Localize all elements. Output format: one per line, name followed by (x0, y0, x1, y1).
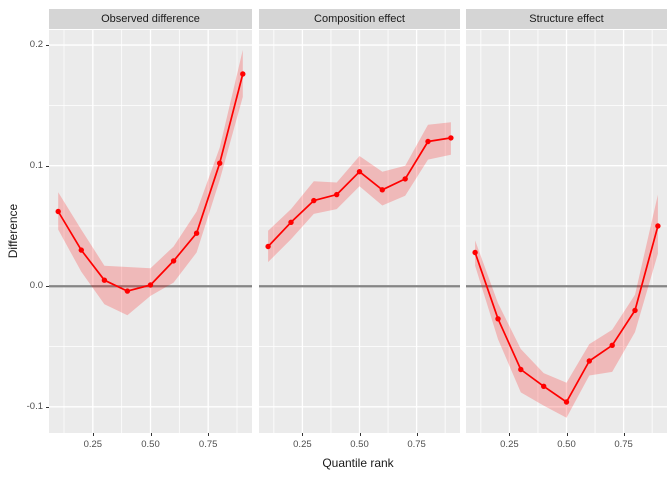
data-point (472, 249, 478, 256)
data-point (448, 135, 454, 141)
confidence-ribbon (58, 49, 243, 316)
data-point (563, 399, 570, 405)
x-tick-label: 0.75 (198, 439, 218, 450)
data-point (147, 282, 154, 288)
y-tick-label: 0.1 (29, 159, 43, 171)
x-tick-label: 0.50 (557, 439, 576, 450)
y-tick-mark (46, 286, 49, 288)
data-point (356, 169, 363, 175)
y-tick-mark (46, 165, 49, 167)
facet-strip: Composition effect (259, 9, 460, 29)
x-tick-label: 0.75 (614, 439, 633, 450)
x-tick-mark (416, 433, 418, 436)
x-tick-mark (92, 433, 94, 436)
x-tick-mark (566, 433, 568, 436)
data-point (78, 247, 84, 253)
x-tick-mark (359, 433, 361, 436)
y-tick-label: -0.1 (26, 400, 43, 412)
data-point (632, 307, 638, 314)
data-point (193, 230, 200, 236)
data-point (425, 138, 431, 145)
data-point (240, 71, 246, 77)
data-point (124, 288, 131, 294)
x-axis-title: Quantile rank (322, 456, 394, 470)
y-tick-mark (46, 406, 49, 408)
data-point (655, 223, 661, 229)
data-point (495, 316, 501, 322)
data-point (334, 191, 340, 198)
data-point (217, 160, 223, 166)
facet-panel (49, 30, 252, 433)
y-tick-mark (46, 45, 49, 47)
x-tick-label: 0.50 (141, 439, 160, 450)
data-point (265, 243, 271, 250)
facet-panel (466, 30, 667, 433)
x-tick-mark (509, 433, 511, 436)
confidence-ribbon (475, 194, 658, 418)
data-point (402, 176, 408, 182)
x-tick-label: 0.25 (500, 439, 519, 450)
x-tick-mark (623, 433, 625, 436)
data-point (170, 258, 177, 264)
data-point (541, 383, 547, 389)
x-tick-mark (150, 433, 152, 436)
x-tick-label: 0.25 (83, 439, 103, 450)
y-axis-title: Difference (6, 203, 20, 259)
y-tick-label: 0.2 (29, 39, 43, 51)
x-tick-mark (302, 433, 304, 436)
data-point (586, 358, 592, 364)
data-point (379, 187, 385, 193)
data-point (311, 197, 317, 204)
confidence-ribbon (268, 122, 451, 263)
data-point (518, 366, 524, 373)
facet-strip: Observed difference (49, 9, 252, 29)
facet-panel (259, 30, 460, 433)
x-tick-label: 0.50 (350, 439, 369, 450)
data-point (55, 208, 61, 215)
data-point (288, 219, 294, 225)
facet-strip: Structure effect (466, 9, 667, 29)
x-tick-label: 0.25 (293, 439, 312, 450)
x-tick-label: 0.75 (407, 439, 426, 450)
x-tick-mark (208, 433, 210, 436)
data-point (609, 342, 615, 348)
data-point (101, 277, 108, 283)
y-tick-label: 0.0 (29, 280, 43, 292)
